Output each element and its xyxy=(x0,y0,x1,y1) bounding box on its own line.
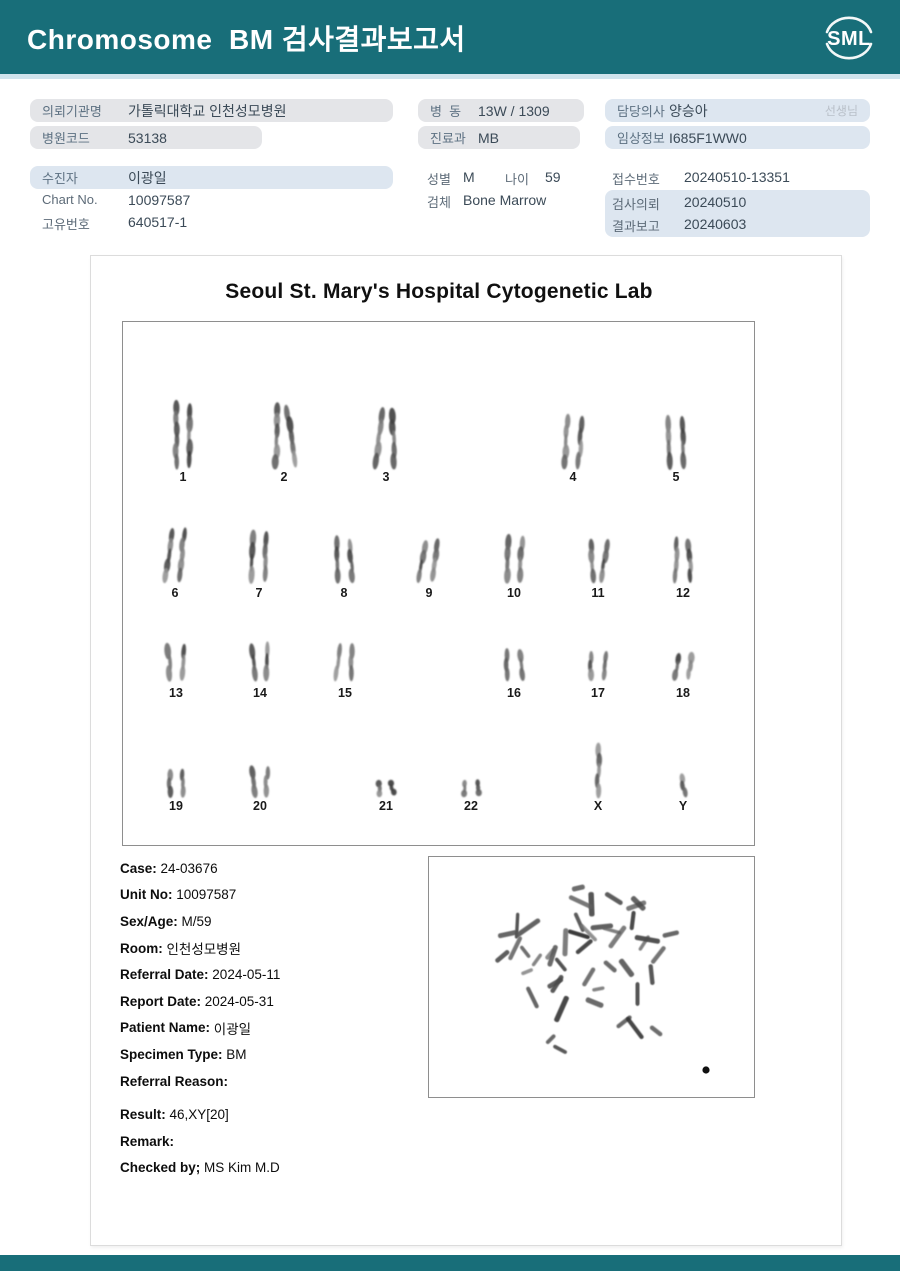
reference-dot xyxy=(702,1066,710,1074)
field-chart-no-value: 10097587 xyxy=(128,192,191,208)
field-doctor-label: 담당의사 xyxy=(617,104,665,119)
field-report-date: 결과보고 20240603 xyxy=(612,216,746,235)
report-page: Seoul St. Mary's Hospital Cytogenetic La… xyxy=(90,255,842,1246)
karyotype-label: 7 xyxy=(256,586,263,600)
field-hospital-code-value: 53138 xyxy=(128,129,167,146)
field-clinical-info-value: I685F1WW0 xyxy=(669,129,747,146)
field-hospital-code: 병원코드 53138 xyxy=(30,126,262,149)
field-department-label: 진료과 xyxy=(430,131,466,146)
field-unique-no-value: 640517-1 xyxy=(128,214,188,230)
detail-line: Specimen Type: BM xyxy=(120,1046,247,1062)
field-age-label: 나이 xyxy=(505,172,529,187)
field-specimen-value: Bone Marrow xyxy=(463,192,547,208)
case-details: Case: 24-03676 Unit No: 10097587 Sex/Age: … xyxy=(120,855,280,1181)
report-title: Chromosome BM 검사결과보고서 xyxy=(27,24,466,55)
field-doctor-suffix: 선생님 xyxy=(824,104,858,118)
field-sex-value: M xyxy=(463,169,475,185)
field-patient: 수진자 이광일 xyxy=(30,166,393,189)
detail-line: Referral Date: 2024-05-11 xyxy=(120,967,281,983)
karyotype-label: 21 xyxy=(379,799,393,813)
detail-line: Checked by; MS Kim M.D xyxy=(120,1160,280,1176)
detail-line: Referral Reason: xyxy=(120,1073,229,1089)
karyotype-label: 4 xyxy=(570,470,577,484)
karyotype-label: 8 xyxy=(341,586,348,600)
detail-line: Remark: xyxy=(120,1133,175,1149)
field-ward-value: 13W / 1309 xyxy=(478,102,550,119)
field-department-value: MB xyxy=(478,129,499,146)
karyotype-label: 13 xyxy=(169,686,183,700)
field-request-date-value: 20240510 xyxy=(684,194,747,210)
field-report-date-value: 20240603 xyxy=(684,216,747,232)
field-sex-age: 성별 M 나이 59 xyxy=(427,169,561,188)
field-report-date-label: 결과보고 xyxy=(612,219,660,234)
field-clinical-info-label: 임상정보 xyxy=(617,131,665,146)
sml-logo-text: SML xyxy=(827,28,871,50)
field-unique-no-label: 고유번호 xyxy=(42,217,90,232)
karyotype-label: 6 xyxy=(172,586,179,600)
field-age-value: 59 xyxy=(545,169,561,185)
karyotype-label: 1 xyxy=(180,470,187,484)
detail-line: Room: 인천성모병원 xyxy=(120,940,242,958)
field-specimen-label: 검체 xyxy=(427,195,451,210)
field-org-value: 가톨릭대학교 인천성모병원 xyxy=(128,102,287,119)
field-sex-label: 성별 xyxy=(427,172,451,187)
field-chart-no-label: Chart No. xyxy=(42,192,98,207)
karyotype-label: 10 xyxy=(507,586,521,600)
karyotype-label: 9 xyxy=(426,586,433,600)
detail-line: Sex/Age: M/59 xyxy=(120,913,212,929)
karyotype-figure: 1 2 3 4 5 6 7 8 9 10 11 12 13 14 15 16 17 18 19 20 21 22 X Y xyxy=(122,321,755,846)
karyotype-label: 2 xyxy=(281,470,288,484)
field-ward-label: 병 동 xyxy=(430,104,462,119)
detail-list: Case: 24-03676 Unit No: 10097587 Sex/Age: … xyxy=(120,855,280,1094)
field-org-label: 의뢰기관명 xyxy=(42,104,102,119)
field-patient-value: 이광일 xyxy=(128,169,167,186)
field-doctor-value: 양승아 xyxy=(669,102,708,119)
karyotype-label: 11 xyxy=(591,586,604,600)
lab-title: Seoul St. Mary's Hospital Cytogenetic La… xyxy=(225,280,653,303)
karyotype-label: 20 xyxy=(253,799,267,813)
footer-bar xyxy=(0,1255,900,1271)
field-patient-label: 수진자 xyxy=(42,171,78,186)
detail-line: Patient Name: 이광일 xyxy=(120,1020,252,1037)
field-unique-no: 고유번호 640517-1 xyxy=(42,214,187,233)
field-request-date-label: 검사의뢰 xyxy=(612,197,660,212)
karyotype-label: 12 xyxy=(676,586,690,600)
field-chart-no: Chart No. 10097587 xyxy=(42,192,190,208)
karyotype-label: X xyxy=(594,799,603,813)
metaphase-figure xyxy=(428,856,755,1098)
detail-line: Case: 24-03676 xyxy=(120,860,218,876)
field-hospital-code-label: 병원코드 xyxy=(42,131,90,146)
karyotype-label: Y xyxy=(679,799,688,813)
karyotype-label: 22 xyxy=(464,799,478,813)
field-receipt-no-value: 20240510-13351 xyxy=(684,169,790,185)
field-dates-box xyxy=(605,190,870,237)
field-department: 진료과 MB xyxy=(418,126,580,149)
sml-logo-icon: SML xyxy=(820,8,878,66)
karyotype-label: 14 xyxy=(253,686,267,700)
detail-line: Unit No: 10097587 xyxy=(120,887,237,903)
detail-line: Result: 46,XY[20] xyxy=(120,1107,229,1123)
karyotype-label: 17 xyxy=(591,686,605,700)
field-org: 의뢰기관명 가톨릭대학교 인천성모병원 xyxy=(30,99,393,122)
field-doctor: 담당의사 양승아 선생님 xyxy=(605,99,870,122)
header-bar: Chromosome BM 검사결과보고서 SML xyxy=(0,0,900,74)
field-request-date: 검사의뢰 20240510 xyxy=(612,194,746,213)
field-receipt-no-label: 접수번호 xyxy=(612,172,660,187)
detail-line: Report Date: 2024-05-31 xyxy=(120,993,274,1009)
field-clinical-info: 임상정보 I685F1WW0 xyxy=(605,126,870,149)
result-list: Result: 46,XY[20] Remark: Checked by; MS … xyxy=(120,1101,280,1181)
karyotype-label: 19 xyxy=(169,799,183,813)
field-receipt-no: 접수번호 20240510-13351 xyxy=(612,169,790,188)
karyotype-label: 5 xyxy=(673,470,680,484)
header-underline xyxy=(0,74,900,79)
karyotype-label: 3 xyxy=(383,470,390,484)
field-ward: 병 동 13W / 1309 xyxy=(418,99,584,122)
karyotype-label: 16 xyxy=(507,686,521,700)
karyotype-label: 15 xyxy=(338,686,352,700)
field-specimen: 검체 Bone Marrow xyxy=(427,192,546,211)
karyotype-label: 18 xyxy=(676,686,690,700)
